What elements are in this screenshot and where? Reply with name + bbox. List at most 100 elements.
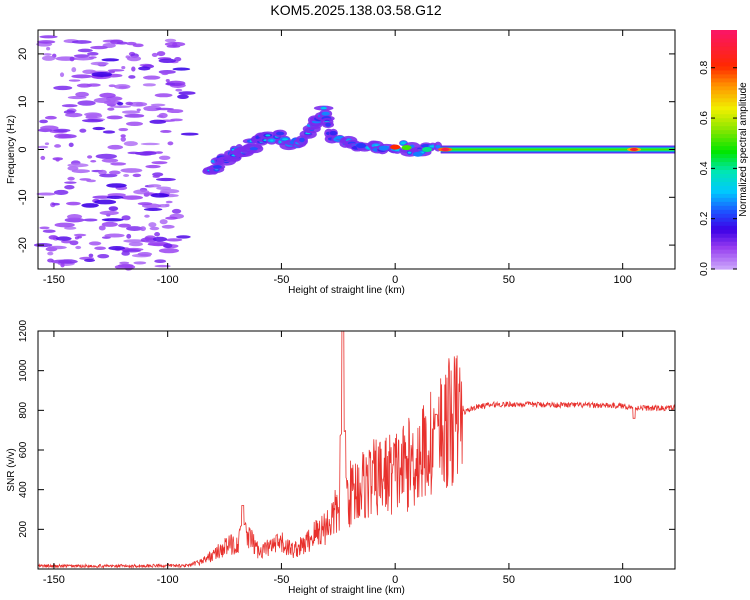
x-axis-label: Height of straight line (km) xyxy=(288,585,405,596)
noise-blob xyxy=(158,155,171,160)
noise-blob xyxy=(104,233,125,238)
noise-blob xyxy=(54,133,71,139)
noise-blob xyxy=(79,128,87,133)
colorbar-segment xyxy=(711,125,737,131)
noise-blob xyxy=(64,226,77,230)
noise-blob xyxy=(118,223,131,228)
colorbar-segment xyxy=(711,197,737,202)
noise-blob xyxy=(65,112,83,118)
noise-blob xyxy=(178,91,196,95)
colorbar-segment xyxy=(711,73,737,79)
colorbar-segment xyxy=(711,137,737,143)
noise-blob xyxy=(50,259,72,264)
noise-blob xyxy=(97,254,110,259)
noise-blob xyxy=(94,246,107,250)
noise-blob xyxy=(71,67,77,73)
trace-core xyxy=(249,147,258,151)
noise-blob xyxy=(81,203,99,208)
noise-blob xyxy=(88,56,97,59)
noise-blob xyxy=(180,132,199,136)
noise-blob xyxy=(92,126,106,131)
trace-peak xyxy=(412,151,423,157)
noise-blob xyxy=(88,253,94,258)
noise-blob xyxy=(120,168,143,173)
noise-blob xyxy=(161,72,169,76)
noise-blob xyxy=(47,245,67,250)
noise-blob xyxy=(151,161,168,165)
noise-blob xyxy=(118,85,128,89)
noise-blob xyxy=(152,236,168,242)
noise-blob xyxy=(79,178,92,181)
noise-blob xyxy=(66,214,83,220)
noise-blob xyxy=(174,57,182,62)
noise-blob xyxy=(165,203,170,207)
noise-blob xyxy=(64,184,75,190)
noise-blob xyxy=(154,151,164,154)
noise-blob xyxy=(120,136,126,142)
noise-blob xyxy=(40,125,59,131)
colorbar-segment xyxy=(711,89,737,95)
colorbar-segment xyxy=(711,225,737,230)
colorbar-segment xyxy=(711,241,737,246)
trace-core xyxy=(213,164,222,169)
y-tick-label: 1000 xyxy=(18,359,29,382)
colorbar-segment xyxy=(711,157,737,163)
noise-blob xyxy=(101,158,119,163)
noise-blob xyxy=(124,265,133,271)
noise-blob xyxy=(39,35,58,39)
x-tick-label: -150 xyxy=(43,574,65,586)
noise-blob xyxy=(150,103,166,107)
colorbar-segment xyxy=(711,265,737,270)
noise-blob xyxy=(83,218,98,222)
noise-blob xyxy=(60,262,65,268)
noise-blob xyxy=(116,41,128,45)
y-tick-label: -10 xyxy=(17,189,29,205)
colorbar-segment xyxy=(711,233,737,238)
colorbar-segment xyxy=(711,33,737,39)
noise-blob xyxy=(147,184,162,188)
noise-blob xyxy=(67,166,79,171)
noise-blob xyxy=(158,112,168,119)
noise-blob xyxy=(121,251,130,256)
y-axis-label: Frequency (Hz) xyxy=(6,115,17,184)
noise-blob xyxy=(139,226,146,232)
colorbar-segment xyxy=(711,121,737,127)
noise-blob xyxy=(77,100,96,106)
noise-blob xyxy=(152,172,164,177)
noise-blob xyxy=(138,66,151,71)
noise-blob xyxy=(67,163,89,168)
noise-blob xyxy=(164,38,177,43)
y-tick-label: 10 xyxy=(17,96,29,108)
noise-blob xyxy=(75,91,89,97)
colorbar-segment xyxy=(711,181,737,186)
noise-blob xyxy=(156,177,176,182)
colorbar-segment xyxy=(711,261,737,266)
noise-blob xyxy=(106,183,127,188)
colorbar-segment xyxy=(711,189,737,194)
noise-blob xyxy=(118,127,129,132)
x-tick-label: -50 xyxy=(273,274,289,286)
x-tick-label: -50 xyxy=(273,574,289,586)
noise-blob xyxy=(99,173,118,178)
noise-blob xyxy=(126,55,142,62)
noise-blob xyxy=(39,226,50,230)
noise-blob xyxy=(160,189,180,194)
noise-blob xyxy=(36,192,56,196)
trace-core xyxy=(325,122,331,127)
colorbar-segment xyxy=(711,57,737,63)
colorbar-segment xyxy=(711,185,737,190)
noise-blob xyxy=(165,82,176,86)
colorbar-segment xyxy=(711,117,737,123)
noise-blob xyxy=(131,66,136,72)
noise-blob xyxy=(149,226,160,231)
noise-blob xyxy=(103,100,122,105)
noise-blob xyxy=(166,45,181,48)
colorbar-segment xyxy=(711,201,737,206)
noise-blob xyxy=(167,141,174,146)
chart-title: KOM5.2025.138.03.58.G12 xyxy=(270,2,441,18)
colorbar-segment xyxy=(711,237,737,242)
colorbar-segment xyxy=(711,37,737,43)
noise-blob xyxy=(51,202,60,206)
colorbar-segment xyxy=(711,177,737,182)
noise-blob xyxy=(165,216,178,220)
